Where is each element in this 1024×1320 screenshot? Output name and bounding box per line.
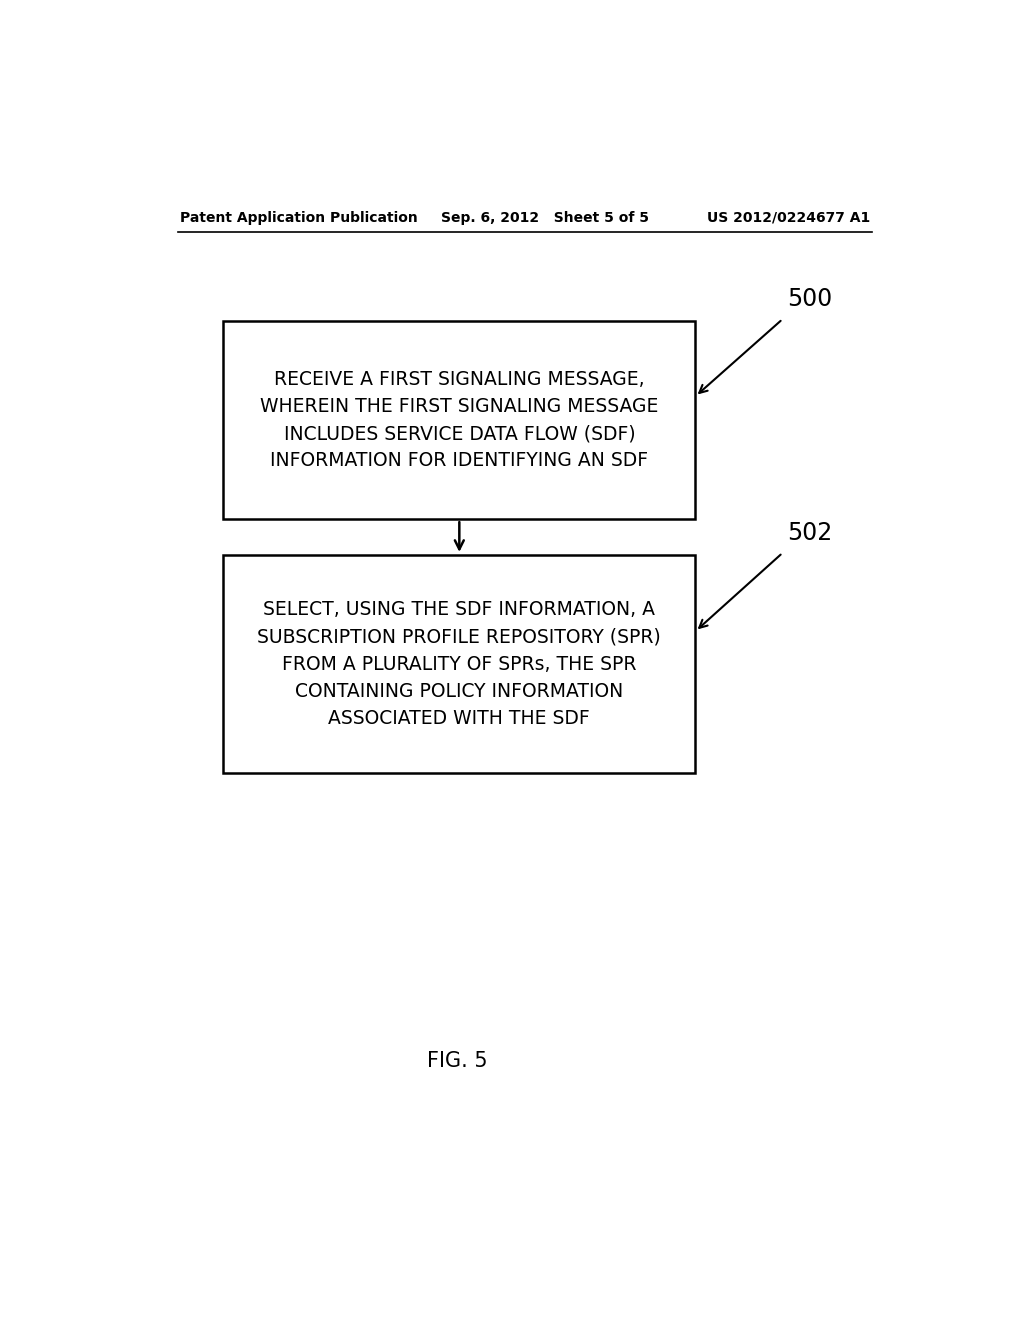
Bar: [223, 321, 695, 519]
Text: 500: 500: [786, 286, 831, 312]
Text: RECEIVE A FIRST SIGNALING MESSAGE,
WHEREIN THE FIRST SIGNALING MESSAGE
INCLUDES : RECEIVE A FIRST SIGNALING MESSAGE, WHERE…: [260, 370, 658, 470]
Text: Patent Application Publication: Patent Application Publication: [179, 211, 418, 224]
Text: Sep. 6, 2012   Sheet 5 of 5: Sep. 6, 2012 Sheet 5 of 5: [441, 211, 649, 224]
Bar: [223, 554, 695, 774]
Text: 502: 502: [786, 520, 831, 545]
Text: SELECT, USING THE SDF INFORMATION, A
SUBSCRIPTION PROFILE REPOSITORY (SPR)
FROM : SELECT, USING THE SDF INFORMATION, A SUB…: [257, 601, 662, 729]
Text: FIG. 5: FIG. 5: [427, 1051, 487, 1071]
Text: US 2012/0224677 A1: US 2012/0224677 A1: [707, 211, 870, 224]
